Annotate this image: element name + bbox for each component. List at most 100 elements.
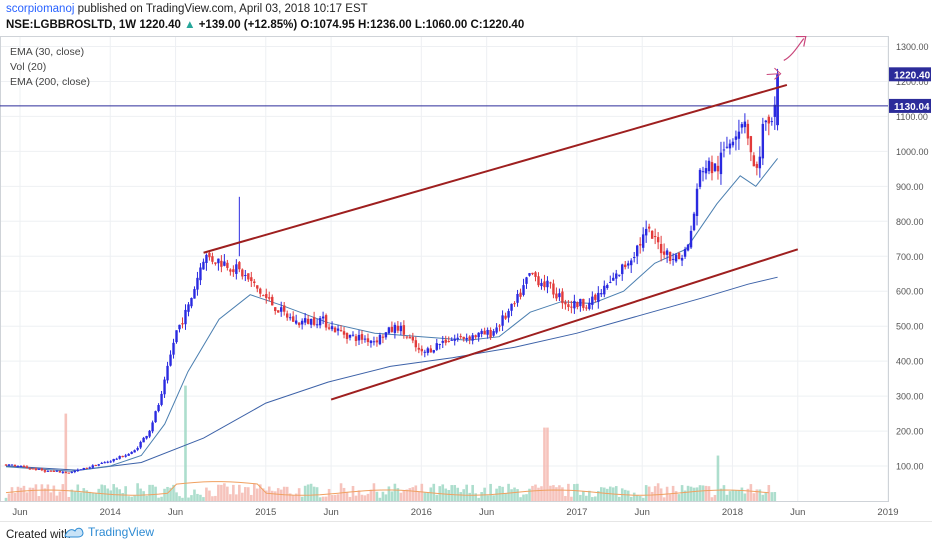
volume-bars bbox=[4, 385, 777, 501]
candle-body bbox=[770, 121, 774, 123]
volume-bar bbox=[321, 496, 325, 501]
plot-border bbox=[0, 36, 889, 502]
x-tick-label: 2019 bbox=[877, 507, 898, 518]
volume-bar bbox=[238, 484, 241, 501]
candle-body bbox=[671, 258, 675, 260]
volume-bar bbox=[561, 487, 564, 501]
volume-bar bbox=[725, 494, 729, 501]
volume-bar bbox=[558, 485, 561, 501]
candle-body bbox=[722, 149, 726, 151]
candle-body bbox=[169, 354, 172, 366]
legend-ema200[interactable]: EMA (200, close) bbox=[10, 76, 90, 88]
candle-body bbox=[58, 471, 62, 473]
candle-body bbox=[510, 303, 513, 311]
volume-bar bbox=[534, 484, 537, 501]
tradingview-brand-name: TradingView bbox=[88, 525, 155, 539]
candle-body bbox=[540, 282, 543, 287]
candle-body bbox=[253, 281, 256, 283]
y-tick-label: 400.00 bbox=[896, 357, 924, 367]
volume-bar bbox=[309, 483, 313, 501]
volume-bar bbox=[196, 493, 199, 501]
volume-bar bbox=[375, 491, 379, 501]
candle-body bbox=[175, 330, 178, 343]
candle-body bbox=[214, 262, 217, 264]
volume-bar bbox=[644, 485, 648, 501]
close-label: C: bbox=[470, 19, 483, 31]
open-value: 1074.95 bbox=[313, 19, 355, 31]
candle-body bbox=[426, 348, 429, 353]
candle-body bbox=[462, 336, 465, 339]
legend-volume[interactable]: Vol (20) bbox=[10, 61, 47, 73]
footer: Created with TradingView bbox=[0, 521, 932, 551]
x-tick-label: Jun bbox=[635, 507, 650, 518]
candle-body bbox=[689, 230, 693, 248]
candle-body bbox=[420, 348, 424, 352]
candle-body bbox=[354, 336, 358, 342]
volume-bar bbox=[348, 496, 352, 501]
candle-body bbox=[303, 318, 307, 323]
volume-bar bbox=[130, 496, 133, 501]
volume-bar bbox=[85, 490, 89, 501]
candle-body bbox=[25, 466, 29, 469]
candle-body bbox=[7, 464, 11, 466]
last-price-tag: 1220.40 bbox=[894, 70, 931, 81]
volume-bar bbox=[31, 487, 35, 501]
author-link[interactable]: scorpiomanoj bbox=[6, 3, 75, 15]
candle-body bbox=[28, 468, 32, 470]
candle-body bbox=[423, 351, 427, 353]
candle-body bbox=[579, 298, 582, 307]
volume-bar bbox=[109, 490, 113, 501]
volume-bar bbox=[261, 488, 265, 501]
candle-body bbox=[103, 462, 106, 464]
volume-bar bbox=[244, 487, 247, 501]
candle-body bbox=[546, 280, 549, 288]
tradingview-logo-icon bbox=[64, 527, 84, 538]
price-chart[interactable]: 100.00 200.00 300.00 400.00 500.00 600.00 700.… bbox=[0, 36, 932, 521]
ema200-line bbox=[5, 276, 778, 471]
candle-body bbox=[366, 338, 370, 343]
candle-body bbox=[411, 336, 415, 341]
volume-bar bbox=[82, 488, 86, 501]
candle-body bbox=[330, 326, 334, 330]
volume-bar bbox=[88, 491, 92, 501]
candle-body bbox=[471, 335, 474, 341]
candle-body bbox=[767, 116, 771, 124]
candle-body bbox=[567, 304, 570, 308]
volume-bar bbox=[55, 495, 59, 501]
volume-bar bbox=[522, 494, 525, 501]
candle-body bbox=[710, 162, 714, 174]
volume-bar bbox=[641, 497, 645, 501]
candle-body bbox=[52, 470, 56, 472]
candle-body bbox=[474, 335, 477, 338]
candle-body bbox=[16, 466, 20, 468]
volume-bar bbox=[468, 492, 471, 501]
volume-bar bbox=[737, 490, 741, 501]
volume-bar bbox=[175, 492, 178, 501]
volume-bar bbox=[184, 385, 187, 501]
volume-bar bbox=[172, 484, 175, 501]
volume-bar bbox=[214, 495, 217, 501]
candle-body bbox=[668, 251, 672, 262]
small-arrow-icon bbox=[766, 67, 782, 80]
volume-bar bbox=[495, 488, 498, 501]
volume-bar bbox=[297, 488, 301, 501]
candle-body bbox=[67, 472, 71, 474]
candle-body bbox=[603, 285, 606, 295]
legend-ema30[interactable]: EMA (30, close) bbox=[10, 46, 85, 58]
candle-body bbox=[19, 466, 23, 468]
candle-body bbox=[324, 315, 328, 328]
candle-body bbox=[417, 347, 421, 350]
volume-bar bbox=[698, 485, 702, 501]
candle-body bbox=[615, 273, 618, 279]
candle-body bbox=[683, 249, 687, 257]
tradingview-brand[interactable]: TradingView bbox=[64, 525, 154, 539]
volume-bar bbox=[441, 484, 445, 501]
candle-body bbox=[528, 273, 531, 276]
candle-body bbox=[552, 283, 555, 295]
volume-bar bbox=[163, 488, 166, 501]
breakout-arrow-icon bbox=[783, 38, 805, 62]
candle-body bbox=[220, 260, 223, 267]
volume-bar bbox=[734, 490, 738, 501]
candle-body bbox=[202, 261, 205, 270]
volume-bar bbox=[546, 427, 549, 501]
